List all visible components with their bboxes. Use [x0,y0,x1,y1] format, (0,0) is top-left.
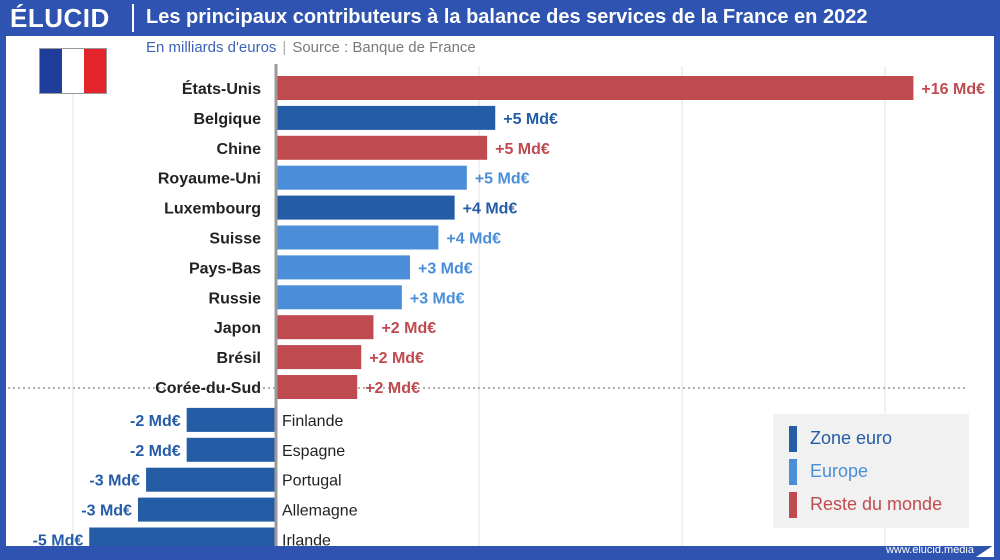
bar [276,375,358,399]
chart-subtitle: En milliards d'euros | Source : Banque de … [146,39,476,56]
legend-label-zone-euro: Zone euro [810,428,893,448]
category-label: Suisse [209,231,261,248]
bar [276,345,362,370]
bar [276,315,374,340]
chart-panel: États-Unis +16 Md€ Belgique +5 Md€ Chine +5 M… [6,36,994,546]
value-label: +2 Md€ [381,320,436,337]
bar [276,285,402,310]
flag-stripe-white [62,49,84,93]
bar [276,195,455,220]
france-flag-icon [39,48,107,94]
value-label: +2 Md€ [369,350,424,367]
category-label: Pays-Bas [189,260,261,277]
bar [276,255,410,280]
chart-title: Les principaux contributeurs à la balanc… [146,6,868,28]
category-label: Irlande [282,533,331,547]
flag-stripe-blue [40,49,62,93]
category-label: Allemagne [282,503,358,520]
bar [276,165,467,190]
bar [89,527,277,546]
value-label: +2 Md€ [365,380,420,397]
value-label: +4 Md€ [463,201,518,218]
legend-swatch-zone-euro [789,426,797,452]
category-label: Belgique [193,111,261,128]
header-bar: ÉLUCID Les principaux contributeurs à la… [0,0,1000,36]
bar [276,135,488,160]
value-label: -2 Md€ [130,443,181,460]
bar [276,76,914,100]
header-divider [132,4,134,32]
subtitle-separator: | [282,39,287,56]
legend-swatch-reste-du-monde [789,492,797,518]
category-label: Corée-du-Sud [155,380,261,397]
brand-logo: ÉLUCID [10,3,110,33]
source-label: Source : Banque de France [292,39,476,56]
value-label: +16 Md€ [921,81,985,98]
value-label: -5 Md€ [33,533,84,547]
category-label: Luxembourg [164,201,261,218]
value-label: -3 Md€ [81,503,132,520]
value-label: -2 Md€ [130,413,181,430]
legend-swatch-europe [789,459,797,485]
bar [146,467,276,492]
unit-label: En milliards d'euros [146,39,277,56]
category-label: Espagne [282,443,345,460]
bar [276,105,496,130]
value-label: +5 Md€ [475,171,530,188]
bar [137,497,276,522]
bar-chart: États-Unis +16 Md€ Belgique +5 Md€ Chine +5 M… [8,64,985,547]
category-label: Russie [209,290,262,307]
value-label: +4 Md€ [446,231,501,248]
bar [186,407,276,432]
elucid-mark-icon [976,545,994,557]
value-label: -3 Md€ [89,473,140,490]
value-label: +5 Md€ [495,141,550,158]
category-label: Brésil [217,350,261,367]
category-label: États-Unis [182,79,261,98]
value-label: +3 Md€ [418,260,473,277]
bar [186,437,276,462]
legend-label-reste-du-monde: Reste du monde [810,494,943,514]
category-label: Chine [217,141,262,158]
flag-stripe-red [84,49,106,93]
category-label: Japon [214,320,261,337]
value-label: +3 Md€ [410,290,465,307]
legend-label-europe: Europe [810,461,869,481]
category-label: Portugal [282,473,342,490]
category-label: Finlande [282,413,343,430]
bar [276,225,439,250]
category-label: Royaume-Uni [158,171,261,188]
footer-url: www.elucid.media [885,544,974,556]
value-label: +5 Md€ [503,111,558,128]
chart-legend: Zone euro Europe Reste du monde [773,414,969,528]
